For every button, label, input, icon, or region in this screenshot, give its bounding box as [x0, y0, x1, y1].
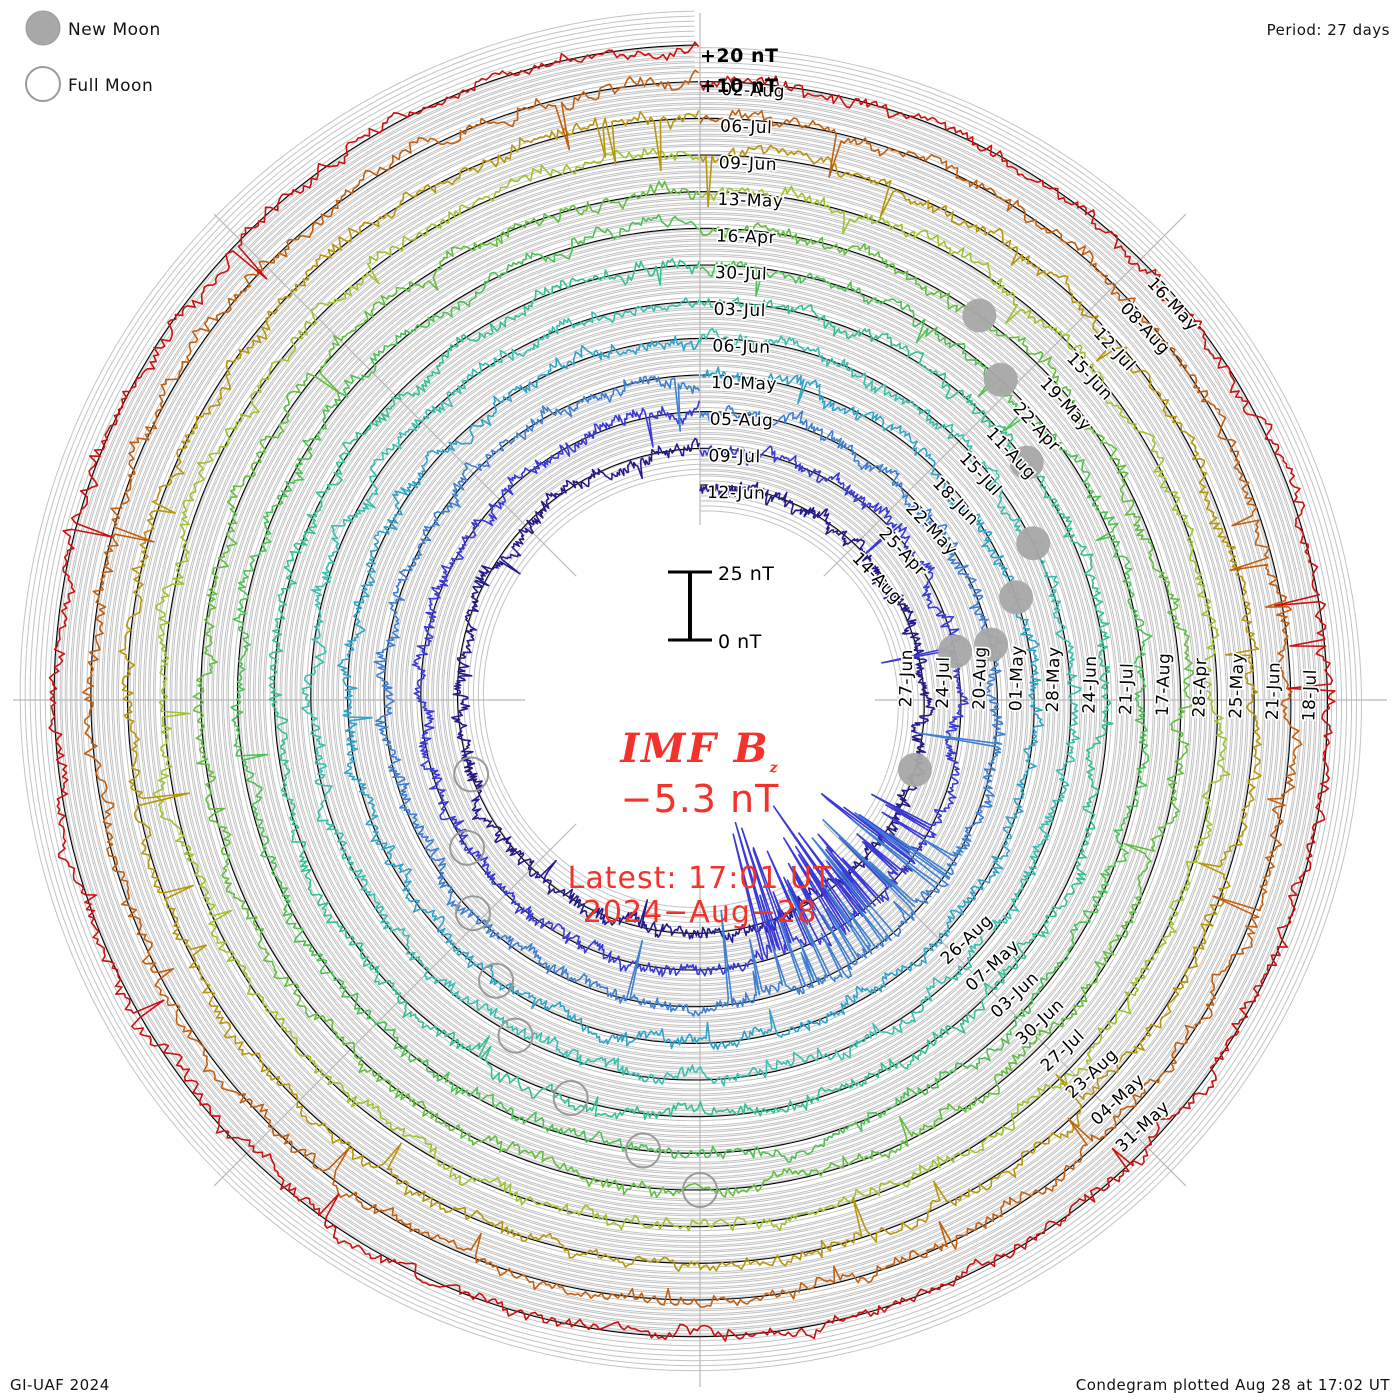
center-latest-time: Latest: 17:01 UT [568, 861, 833, 896]
arc-date-label: 06-Jul [720, 116, 773, 138]
center-title-subscript: z [769, 760, 780, 776]
center-readout: IMF Bz −5.3 nT Latest: 17:01 UT 2024−Aug… [568, 725, 833, 930]
arc-date-label: 21-Jun [1263, 661, 1285, 720]
credit-label: GI-UAF 2024 [10, 1376, 110, 1394]
period-label: Period: 27 days [1267, 21, 1390, 39]
ring-label-plus10: +10 nT [700, 75, 778, 97]
center-latest-date: 2024−Aug−28 [583, 895, 817, 930]
center-title-main: IMF B [619, 725, 769, 772]
scale-bar: 25 nT 0 nT [668, 563, 774, 653]
arc-date-label: 06-Jun [712, 336, 771, 358]
plotted-label: Condegram plotted Aug 28 at 17:02 UT [1076, 1376, 1391, 1394]
arc-date-label: 09-Jul [708, 446, 761, 467]
arc-date-label: 09-Jun [718, 153, 777, 175]
arc-date-label: 18-Jul [1299, 669, 1321, 722]
ring-amplitude-labels: +20 nT +10 nT [700, 45, 778, 97]
arc-date-label: 03-Jul [713, 300, 766, 322]
center-title: IMF Bz [619, 725, 779, 776]
arc-date-label: 12-Jun [707, 483, 766, 504]
arc-date-label: 28-May [1043, 646, 1065, 712]
arc-date-label: 30-Jul [715, 263, 768, 285]
arc-date-label: 05-Aug [710, 410, 774, 432]
full-moon-swatch [25, 66, 61, 102]
arc-date-label: 27-Jun [896, 649, 917, 708]
arc-date-label: 28-Apr [1189, 657, 1211, 717]
arc-date-label: 13-May [717, 190, 784, 212]
moon-markers [449, 298, 1051, 1208]
arc-date-label: 01-May [1006, 645, 1028, 711]
arc-date-label: 24-Jun [1080, 655, 1102, 714]
arc-date-label: 10-May [711, 373, 777, 395]
arc-date-label: 17-Aug [1153, 652, 1175, 716]
ring-label-plus20: +20 nT [700, 45, 778, 67]
arc-date-label: 02-Aug [721, 80, 785, 102]
legend: New Moon Full Moon [25, 10, 161, 102]
arc-date-label: 21-Jul [1116, 662, 1138, 715]
legend-full-moon-label: Full Moon [68, 76, 153, 96]
arc-date-label: 24-Jul [933, 656, 954, 709]
legend-new-moon-label: New Moon [68, 20, 161, 40]
scale-bar-top-label: 25 nT [718, 563, 774, 585]
center-value: −5.3 nT [621, 777, 780, 821]
arc-date-label: 20-Aug [969, 646, 991, 710]
scale-bar-bottom-label: 0 nT [718, 631, 762, 653]
arc-date-label: 16-Apr [716, 226, 776, 248]
new-moon-swatch [25, 10, 61, 46]
arc-date-label: 25-May [1226, 652, 1248, 719]
data-traces [48, 41, 1336, 1342]
